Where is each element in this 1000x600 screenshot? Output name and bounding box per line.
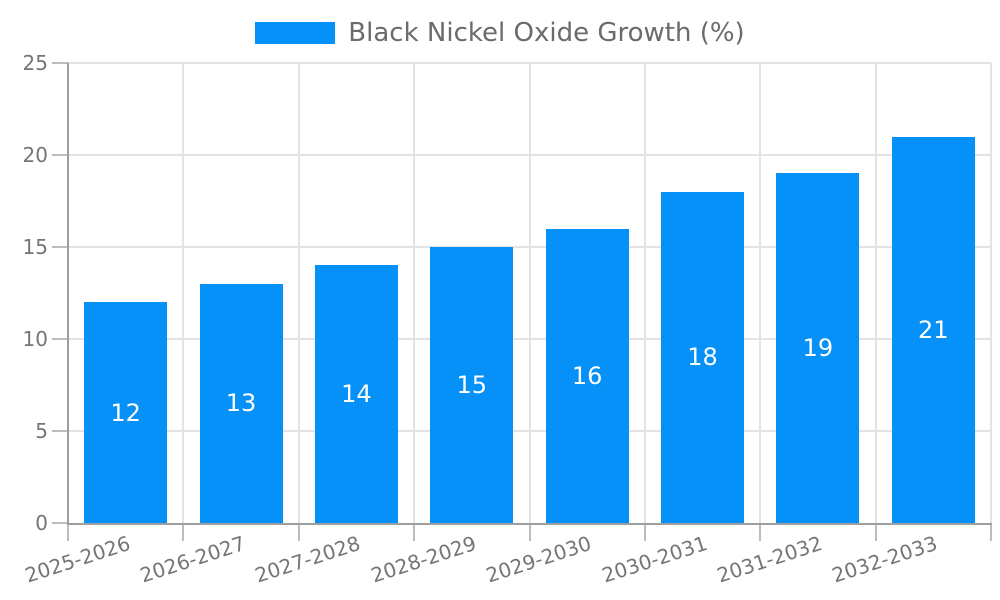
gridline-vertical (759, 63, 762, 523)
y-axis-tick (52, 522, 68, 524)
x-axis-tick (297, 525, 300, 541)
bar-value-label: 15 (456, 371, 488, 399)
x-axis-tick (528, 525, 531, 541)
x-axis-tick (874, 525, 877, 541)
x-axis-tick (67, 525, 69, 541)
y-axis-tick-label: 25 (22, 51, 48, 75)
bar (84, 302, 168, 523)
bar (891, 136, 975, 523)
gridline-vertical (528, 63, 531, 523)
bar-value-label: 19 (802, 334, 834, 363)
y-axis-tick-label: 0 (35, 511, 48, 535)
x-axis-line (67, 523, 992, 525)
y-axis-line (67, 63, 69, 525)
x-axis-tick-label: 2032-2033 (829, 531, 941, 588)
gridline-vertical (182, 63, 185, 523)
gridline-vertical (413, 63, 416, 523)
bar (314, 265, 398, 523)
bar-value-label: 18 (687, 343, 718, 372)
x-axis-tick-label: 2025-2026 (21, 531, 133, 588)
x-axis-tick (413, 525, 416, 541)
bar-value-label: 13 (225, 389, 257, 418)
x-axis-tick-label: 2028-2029 (367, 531, 479, 588)
x-axis-tick-label: 2029-2030 (483, 531, 595, 588)
y-axis-tick (52, 338, 68, 340)
x-axis-tick (990, 525, 992, 541)
legend-label: Black Nickel Oxide Growth (%) (348, 18, 745, 48)
bar-value-label: 14 (341, 380, 372, 409)
x-axis-tick-label: 2030-2031 (598, 531, 710, 588)
y-axis-tick-label: 15 (22, 235, 48, 259)
x-axis-tick-label: 2026-2027 (137, 531, 249, 588)
gridline-vertical (297, 63, 300, 523)
gridline-vertical (990, 63, 992, 523)
y-axis-tick (52, 62, 68, 64)
y-axis-tick (52, 154, 68, 156)
bar-value-label: 12 (110, 398, 141, 427)
y-axis-tick-label: 20 (22, 143, 48, 167)
x-axis-tick-label: 2027-2028 (252, 531, 364, 588)
x-axis-tick (643, 525, 646, 541)
legend-swatch (255, 22, 336, 44)
y-axis-tick (52, 430, 68, 432)
x-axis-tick-label: 2031-2032 (713, 531, 826, 588)
gridline-vertical (874, 63, 877, 523)
y-axis-tick-label: 10 (22, 327, 48, 351)
y-axis-tick (52, 246, 68, 248)
x-axis-tick (759, 525, 762, 541)
bar (199, 283, 283, 523)
gridline-vertical (643, 63, 646, 523)
bar (430, 247, 514, 523)
bar (545, 228, 629, 523)
bar-value-label: 16 (571, 361, 603, 390)
bar (776, 173, 860, 523)
y-axis-tick-label: 5 (35, 419, 48, 443)
x-axis-tick (182, 525, 185, 541)
legend: Black Nickel Oxide Growth (%) (0, 20, 1000, 46)
bar-value-label: 21 (918, 315, 949, 344)
bar (661, 191, 745, 523)
